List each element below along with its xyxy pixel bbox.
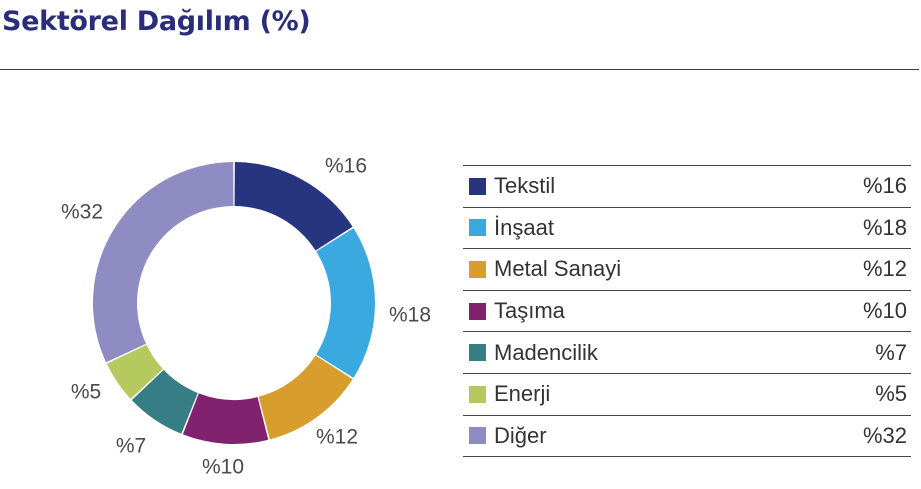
legend-row: Taşıma %10 [463,289,911,332]
slice-metal-sanayi [258,355,353,440]
slice-label: %32 [61,201,103,224]
legend-swatch [469,427,486,445]
legend-row: Metal Sanayi %12 [463,248,911,290]
slice-label: %7 [116,435,146,458]
slice-label: %12 [316,426,358,449]
legend-label: Tekstil [494,173,556,199]
slice-label: %10 [202,456,244,479]
legend-label: Metal Sanayi [494,256,622,282]
legend-swatch [469,344,486,362]
legend-value: %12 [862,256,907,282]
legend-table: Tekstil %16 İnşaat %18 Metal Sanayi %12 Taşıma… [463,165,911,458]
slice-label: %5 [71,381,101,404]
slice-i-n-aat [316,228,375,378]
slice-madencilik [131,369,198,434]
legend-swatch [469,385,486,403]
title-divider [0,69,919,70]
legend-value: %32 [862,422,907,448]
legend-row: Diğer %32 [463,414,911,458]
slice-label: %18 [389,304,431,327]
legend-swatch [469,302,486,320]
slice-di-er [93,162,234,363]
legend-label: Taşıma [494,298,565,324]
legend-value: %16 [862,173,907,199]
legend-value: %7 [875,339,907,365]
legend-swatch [469,260,486,278]
legend-swatch [469,177,486,195]
legend-value: %10 [862,298,907,324]
legend-label: Madencilik [494,339,598,365]
legend-row: Tekstil %16 [463,165,911,207]
legend-row: Enerji %5 [463,372,911,415]
legend-row: İnşaat %18 [463,206,911,249]
slice-label: %16 [325,155,367,178]
legend-label: İnşaat [494,214,554,240]
slice-enerji [106,344,163,399]
slice-tekstil [234,162,353,251]
legend-swatch [469,219,486,237]
legend-value: %18 [862,214,907,240]
legend-label: Diğer [494,422,547,448]
chart-title: Sektörel Dağılım (%) [2,6,311,37]
donut-chart: %16 %18 %12 %10 %7 %5 %32 [61,155,431,479]
legend-row: Madencilik %7 [463,331,911,373]
slice-ta-ma [182,393,269,444]
legend-label: Enerji [494,381,551,407]
legend-value: %5 [875,381,907,407]
